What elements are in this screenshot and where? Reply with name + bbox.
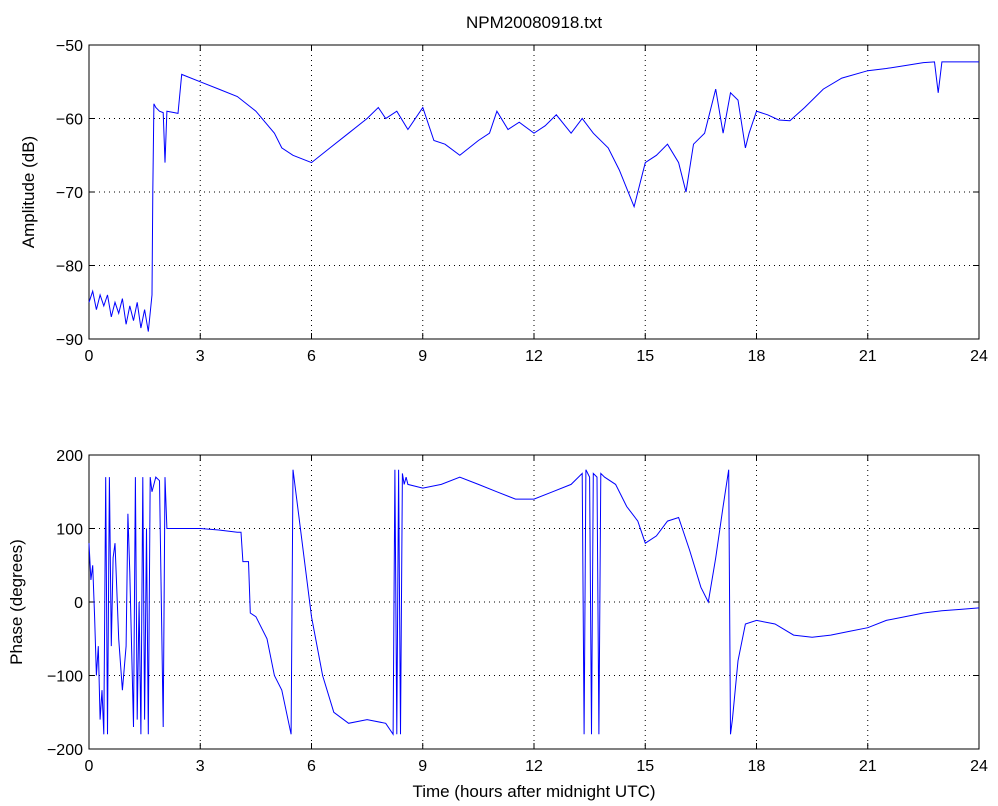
phase-x-tick-label: 6 bbox=[307, 758, 316, 775]
amplitude-y-tick-label: −60 bbox=[56, 112, 83, 129]
phase-x-tick-label: 3 bbox=[196, 758, 205, 775]
amplitude-panel: NPM20080918.txt 0 3 6 9 12 15 18 21 24 −90 −80 −70 −… bbox=[19, 13, 988, 365]
amplitude-series-line bbox=[88, 61, 979, 332]
phase-ticks: 0 3 6 9 12 15 18 21 24 −200 −100 0 100 200 bbox=[47, 448, 988, 775]
amplitude-x-tick-label: 6 bbox=[307, 348, 316, 365]
phase-y-tick-label: 100 bbox=[56, 522, 83, 539]
amplitude-y-tick-label: −80 bbox=[56, 259, 83, 276]
phase-series-line bbox=[88, 469, 980, 736]
amplitude-y-tick-label: −90 bbox=[56, 332, 83, 349]
x-axis-label: Time (hours after midnight UTC) bbox=[412, 782, 655, 801]
phase-grid bbox=[89, 455, 979, 749]
amplitude-x-tick-label: 0 bbox=[85, 348, 94, 365]
amplitude-grid bbox=[89, 45, 979, 339]
amplitude-y-axis-label: Amplitude (dB) bbox=[19, 136, 38, 248]
amplitude-y-tick-label: −50 bbox=[56, 38, 83, 55]
amplitude-x-tick-label: 15 bbox=[636, 348, 654, 365]
phase-x-tick-label: 24 bbox=[970, 758, 988, 775]
phase-y-tick-label: 200 bbox=[56, 448, 83, 465]
amplitude-x-tick-label: 12 bbox=[525, 348, 543, 365]
amplitude-x-tick-label: 24 bbox=[970, 348, 988, 365]
chart-title: NPM20080918.txt bbox=[466, 13, 602, 32]
amplitude-x-tick-label: 9 bbox=[418, 348, 427, 365]
phase-y-tick-label: 0 bbox=[74, 595, 83, 612]
amplitude-plot-area bbox=[88, 61, 979, 332]
phase-y-tick-label: −200 bbox=[47, 742, 83, 759]
phase-y-tick-label: −100 bbox=[47, 669, 83, 686]
phase-plot-area bbox=[88, 469, 980, 736]
amplitude-x-tick-label: 3 bbox=[196, 348, 205, 365]
phase-panel: 0 3 6 9 12 15 18 21 24 −200 −100 0 100 200 Phase (deg… bbox=[7, 448, 988, 801]
phase-x-tick-label: 18 bbox=[748, 758, 766, 775]
amplitude-ticks: 0 3 6 9 12 15 18 21 24 −90 −80 −70 −60 −50 bbox=[56, 38, 988, 365]
phase-x-tick-label: 15 bbox=[636, 758, 654, 775]
phase-x-tick-label: 9 bbox=[418, 758, 427, 775]
phase-x-tick-label: 0 bbox=[85, 758, 94, 775]
phase-y-axis-label: Phase (degrees) bbox=[7, 539, 26, 665]
amplitude-x-tick-label: 18 bbox=[748, 348, 766, 365]
phase-x-tick-label: 21 bbox=[859, 758, 877, 775]
phase-x-tick-label: 12 bbox=[525, 758, 543, 775]
amplitude-x-tick-label: 21 bbox=[859, 348, 877, 365]
amplitude-y-tick-label: −70 bbox=[56, 185, 83, 202]
